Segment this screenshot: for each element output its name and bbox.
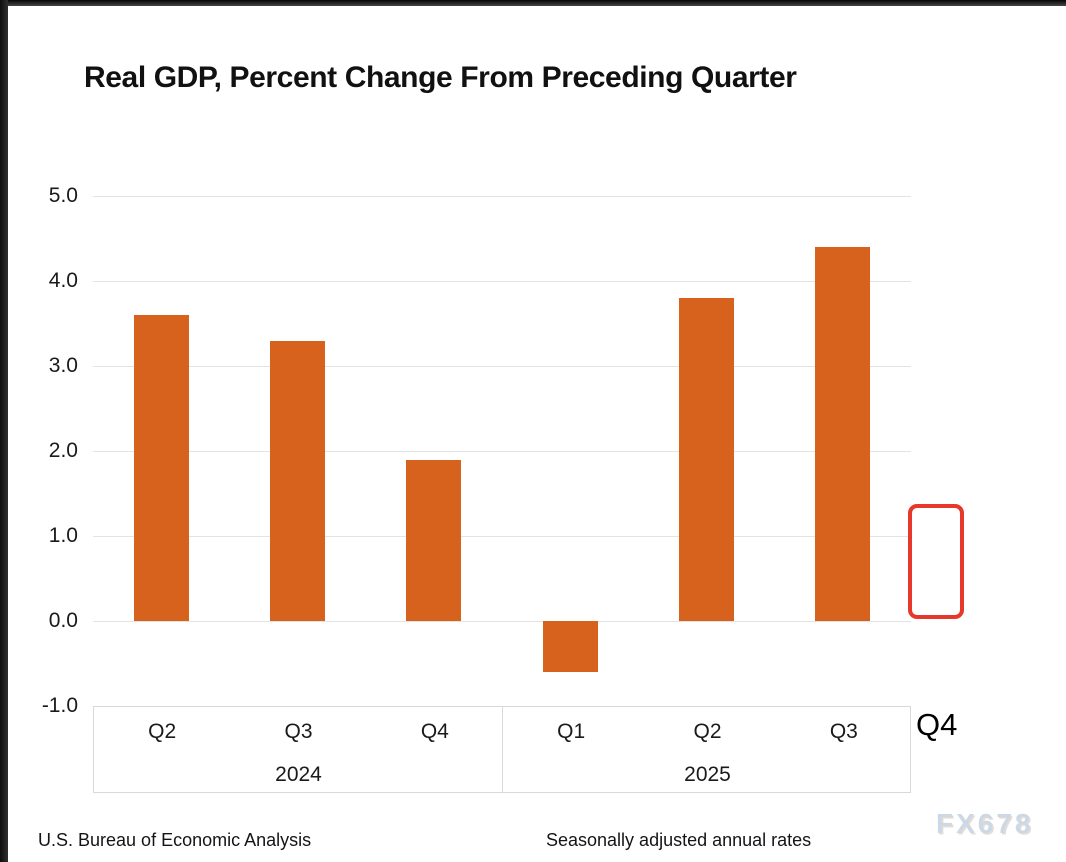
x-tick-label-2025-q1: Q1	[557, 720, 586, 743]
year-divider-line	[502, 707, 503, 792]
y-tick-label-4.0: 4.0	[48, 269, 78, 292]
bar-q3-2025	[815, 247, 871, 621]
gridline-1.0	[93, 536, 911, 537]
adjustment-note-text: Seasonally adjusted annual rates	[546, 830, 812, 850]
chart-title: Real GDP, Percent Change From Preceding …	[84, 61, 797, 94]
x-tick-label-2025-q3: Q3	[829, 720, 858, 743]
watermark-text: FX678	[936, 808, 1034, 839]
gridline-5.0	[93, 196, 911, 197]
x-tick-label-2025-q2: Q2	[693, 720, 722, 743]
pending-quarter-label: Q4	[916, 707, 958, 742]
y-axis-ticks: 5.0 4.0 3.0 2.0 1.0 0.0 -1.0	[0, 184, 78, 717]
gridline-0.0	[93, 621, 911, 622]
pending-quarter-highlight-box	[908, 504, 964, 619]
x-group-label-2024: 2024	[275, 763, 322, 786]
bar-q1-2025	[542, 621, 598, 672]
y-tick-label--1.0: -1.0	[41, 694, 78, 717]
gridline-3.0	[93, 366, 911, 367]
screen-edge-left	[0, 0, 8, 862]
y-tick-label-2.0: 2.0	[48, 439, 78, 462]
y-tick-label-5.0: 5.0	[48, 184, 78, 207]
screen-edge-top	[0, 0, 1066, 6]
gridline-2.0	[93, 451, 911, 452]
y-tick-label-0.0: 0.0	[48, 609, 78, 632]
gridline-4.0	[93, 281, 911, 282]
x-tick-label-2024-q4: Q4	[420, 720, 449, 743]
x-tick-label-2024-q3: Q3	[284, 720, 313, 743]
x-group-label-2025: 2025	[684, 763, 731, 786]
source-text: U.S. Bureau of Economic Analysis	[38, 830, 312, 850]
x-axis-box: Q2 Q3 Q4 2024 Q1 Q2 Q3 2025	[93, 706, 911, 793]
y-tick-label-3.0: 3.0	[48, 354, 78, 377]
plot-area	[93, 196, 911, 706]
x-tick-label-2024-q2: Q2	[148, 720, 177, 743]
bar-q4-2024	[406, 459, 462, 621]
bar-q2-2025	[679, 298, 734, 621]
y-tick-label-1.0: 1.0	[48, 524, 78, 547]
bar-q2-2024	[133, 315, 189, 621]
bar-q3-2024	[270, 340, 325, 621]
